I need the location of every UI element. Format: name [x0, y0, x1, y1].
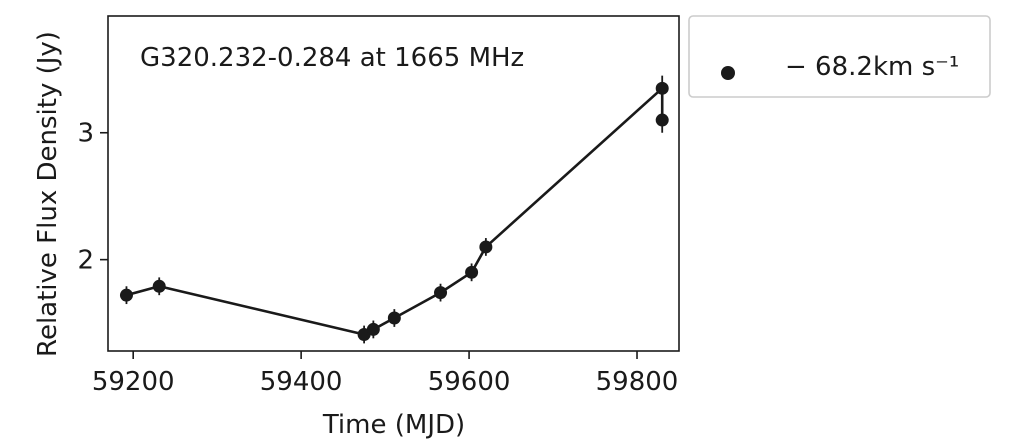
- data-point: [465, 265, 479, 279]
- chart-annotation: G320.232-0.284 at 1665 MHz: [140, 43, 524, 73]
- data-point: [434, 286, 448, 300]
- data-point: [152, 279, 166, 293]
- data-point: [119, 288, 133, 302]
- legend: − 68.2km s⁻¹: [688, 15, 991, 98]
- y-tick-label: 3: [77, 119, 94, 149]
- x-tick-label: 59200: [92, 367, 175, 397]
- legend-entry-label: − 68.2km s⁻¹: [785, 52, 959, 82]
- x-axis: 59200 59400 59600 59800: [92, 351, 679, 397]
- data-point: [387, 311, 401, 325]
- x-tick-label: 59800: [596, 367, 679, 397]
- legend-marker: [721, 66, 735, 80]
- y-axis-label: Relative Flux Density (Jy): [33, 31, 63, 357]
- data-point: [479, 240, 493, 254]
- y-axis: 23: [77, 119, 108, 276]
- data-point: [366, 322, 380, 336]
- x-axis-label: Time (MJD): [322, 410, 465, 440]
- legend-frame: [688, 15, 991, 98]
- series-line: [126, 87, 664, 336]
- data-marks: [119, 75, 669, 344]
- plot-frame: [107, 15, 680, 352]
- data-point: [655, 113, 669, 127]
- y-tick-label: 2: [77, 246, 94, 276]
- data-point: [655, 81, 669, 95]
- x-tick-label: 59600: [428, 367, 511, 397]
- x-tick-label: 59400: [260, 367, 343, 397]
